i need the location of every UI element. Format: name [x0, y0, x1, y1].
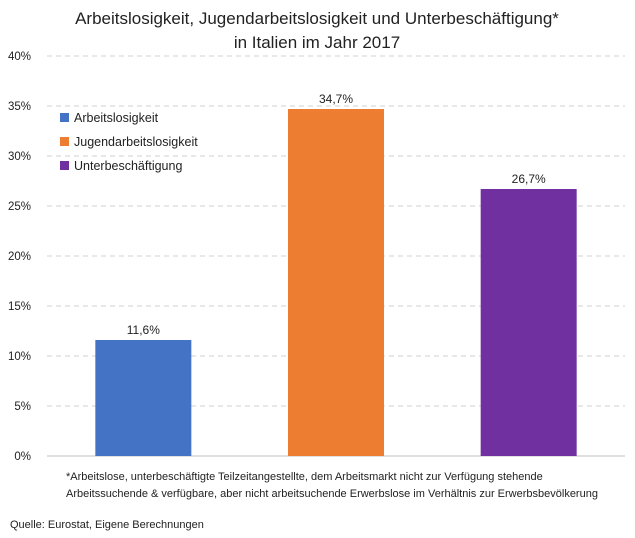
- legend-swatch: [60, 113, 69, 122]
- bar: [480, 189, 577, 456]
- y-tick-label: 0%: [14, 451, 31, 463]
- y-tick-label: 15%: [8, 301, 31, 313]
- legend: Arbeitslosigkeit Jugendarbeitslosigkeit Un…: [60, 111, 198, 173]
- bar-value-label: 11,6%: [127, 323, 160, 337]
- bar-value-label: 26,7%: [512, 172, 546, 186]
- legend-entry: Unterbeschäftigung: [74, 159, 182, 173]
- chart-title: Arbeitslosigkeit, Jugendarbeitslosigkeit…: [75, 9, 559, 52]
- legend-swatch: [60, 137, 69, 146]
- chart-title-line-2: in Italien im Jahr 2017: [234, 33, 400, 52]
- y-tick-label: 5%: [14, 401, 31, 413]
- legend-entry: Jugendarbeitslosigkeit: [74, 135, 198, 149]
- y-tick-label: 20%: [8, 251, 31, 263]
- y-tick-label: 30%: [8, 151, 31, 163]
- y-tick-label: 10%: [8, 351, 31, 363]
- data-labels: 11,6% 34,7% 26,7%: [127, 92, 546, 337]
- bar: [95, 340, 192, 456]
- footnote-line-2: Arbeitssuchende & verfügbare, aber nicht…: [66, 488, 598, 500]
- legend-entry: Arbeitslosigkeit: [74, 111, 159, 125]
- legend-swatch: [60, 161, 69, 170]
- footnote: *Arbeitslose, unterbeschäftigte Teilzeit…: [66, 471, 598, 500]
- y-tick-label: 35%: [8, 101, 31, 113]
- y-tick-label: 25%: [8, 201, 31, 213]
- bar-value-label: 34,7%: [319, 92, 353, 106]
- source-note: Quelle: Eurostat, Eigene Berechnungen: [10, 519, 204, 531]
- y-tick-label: 40%: [8, 51, 31, 63]
- bar: [288, 109, 384, 456]
- bars: [95, 109, 577, 456]
- chart-title-line-1: Arbeitslosigkeit, Jugendarbeitslosigkeit…: [75, 9, 559, 28]
- footnote-line-1: *Arbeitslose, unterbeschäftigte Teilzeit…: [66, 471, 543, 483]
- y-axis: 0% 5% 10% 15% 20% 25% 30% 35% 40%: [8, 51, 31, 463]
